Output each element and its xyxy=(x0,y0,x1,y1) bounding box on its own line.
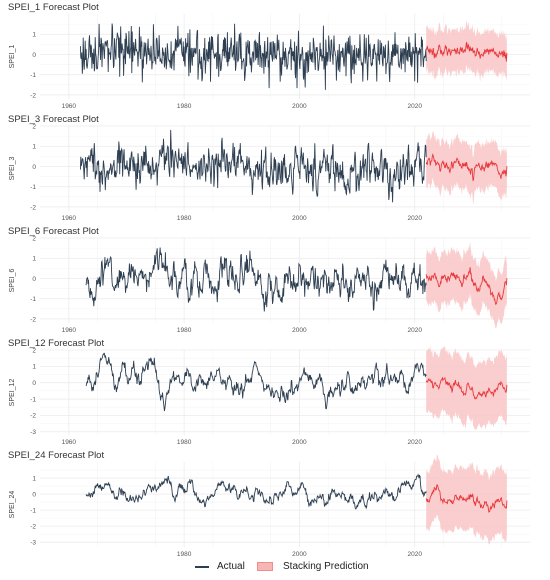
y-tick-label: -1 xyxy=(30,507,36,514)
panel-chart: 1960 1980 2000 2020 -2 -1 0 1 2 SPEI_6 xyxy=(9,235,530,334)
y-tick-label: 0 xyxy=(32,52,36,59)
actual-series-line xyxy=(85,352,427,412)
x-tick-label: 2000 xyxy=(292,439,307,446)
x-tick-label: 1960 xyxy=(62,327,77,334)
y-tick-label: 2 xyxy=(32,123,36,130)
y-tick-label: -1 xyxy=(30,396,36,403)
y-tick-label: -3 xyxy=(30,429,36,436)
x-tick-label: 1960 xyxy=(62,439,77,446)
y-axis-label: SPEI_24 xyxy=(9,491,16,519)
panel-title: SPEI_6 Forecast Plot xyxy=(8,226,99,237)
x-tick-label: 2000 xyxy=(292,551,307,558)
panel-chart: 1960 1980 2000 2020 -3 -2 -1 0 1 2 SPEI_12 xyxy=(9,346,530,446)
actual-series-line xyxy=(79,129,427,203)
y-tick-label: 2 xyxy=(32,235,36,242)
prediction-band xyxy=(426,19,507,82)
y-tick-label: 2 xyxy=(32,347,36,354)
y-axis-label: SPEI_1 xyxy=(9,45,16,69)
x-tick-label: 1980 xyxy=(177,551,192,558)
legend-actual-swatch xyxy=(195,565,209,568)
panel-title: SPEI_12 Forecast Plot xyxy=(8,338,105,349)
legend-prediction-label: Stacking Prediction xyxy=(283,561,369,572)
prediction-band xyxy=(426,241,507,329)
legend: Actual Stacking Prediction xyxy=(0,561,550,579)
y-tick-label: 1 xyxy=(32,32,36,39)
y-tick-label: 0 xyxy=(32,276,36,283)
actual-series-line xyxy=(79,23,427,90)
prediction-mean-line xyxy=(425,267,508,306)
y-tick-label: -2 xyxy=(30,316,36,323)
y-axis-label: SPEI_12 xyxy=(9,379,16,407)
y-tick-label: -2 xyxy=(30,204,36,211)
legend-actual: Actual xyxy=(195,561,245,572)
panel-chart: 1960 1980 2000 2020 -2 -1 0 1 SPEI_1 xyxy=(9,14,530,110)
x-tick-label: 1960 xyxy=(62,215,77,222)
y-tick-label: -1 xyxy=(30,296,36,303)
actual-series-line xyxy=(85,473,427,510)
panel-5: SPEI_24 Forecast Plot 1980 2000 2020 -3 -2 -1 0… xyxy=(0,450,550,562)
x-tick-label: 2000 xyxy=(292,103,307,110)
y-tick-label: -2 xyxy=(30,523,36,530)
y-tick-label: -3 xyxy=(30,539,36,546)
x-tick-label: 2000 xyxy=(292,215,307,222)
panel-4: SPEI_12 Forecast Plot 1960 1980 2000 2020 -3 -… xyxy=(0,338,550,450)
prediction-band xyxy=(426,131,507,205)
y-tick-label: -1 xyxy=(30,72,36,79)
x-tick-label: 2020 xyxy=(407,103,422,110)
y-tick-label: -2 xyxy=(30,92,36,99)
panel-title: SPEI_3 Forecast Plot xyxy=(8,114,99,125)
actual-series-line xyxy=(85,247,427,312)
panel-title: SPEI_24 Forecast Plot xyxy=(8,450,105,461)
prediction-mean-line xyxy=(425,484,508,513)
x-tick-label: 2020 xyxy=(407,327,422,334)
y-tick-label: 1 xyxy=(32,256,36,263)
y-tick-label: -2 xyxy=(30,413,36,420)
x-tick-label: 1980 xyxy=(177,327,192,334)
prediction-mean-line xyxy=(425,153,508,182)
legend-actual-label: Actual xyxy=(217,561,245,572)
panel-chart: 1980 2000 2020 -3 -2 -1 0 1 SPEI_24 xyxy=(9,454,530,558)
y-axis-label: SPEI_6 xyxy=(9,269,16,293)
y-tick-label: 0 xyxy=(32,164,36,171)
x-tick-label: 2020 xyxy=(407,215,422,222)
panel-3: SPEI_6 Forecast Plot 1960 1980 2000 2020 -2 -1… xyxy=(0,226,550,338)
panel-1: SPEI_1 Forecast Plot 1960 1980 2000 2020 -2 -1… xyxy=(0,2,550,114)
prediction-mean-line xyxy=(425,376,508,400)
y-tick-label: 0 xyxy=(32,491,36,498)
x-tick-label: 1980 xyxy=(177,103,192,110)
prediction-mean-line xyxy=(425,42,508,62)
y-tick-label: -1 xyxy=(30,184,36,191)
legend-prediction: Stacking Prediction xyxy=(257,561,369,572)
x-tick-label: 1980 xyxy=(177,215,192,222)
x-tick-label: 2020 xyxy=(407,439,422,446)
panel-2: SPEI_3 Forecast Plot 1960 1980 2000 2020 -2 -1… xyxy=(0,114,550,226)
panel-title: SPEI_1 Forecast Plot xyxy=(8,2,99,13)
y-tick-label: 1 xyxy=(32,364,36,371)
panel-chart: 1960 1980 2000 2020 -2 -1 0 1 2 SPEI_3 xyxy=(9,123,530,222)
x-tick-label: 1980 xyxy=(177,439,192,446)
y-axis-label: SPEI_3 xyxy=(9,157,16,181)
x-tick-label: 2000 xyxy=(292,327,307,334)
y-tick-label: 1 xyxy=(32,475,36,482)
y-tick-label: 0 xyxy=(32,380,36,387)
legend-prediction-swatch xyxy=(257,562,273,571)
x-tick-label: 2020 xyxy=(407,551,422,558)
x-tick-label: 1960 xyxy=(62,103,77,110)
y-tick-label: 1 xyxy=(32,144,36,151)
